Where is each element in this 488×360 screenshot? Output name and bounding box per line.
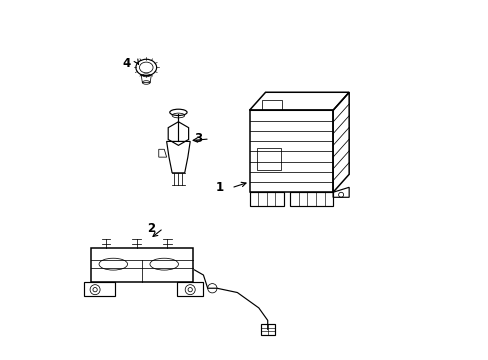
Text: 3: 3 xyxy=(193,132,202,145)
Text: 4: 4 xyxy=(122,57,130,71)
Text: 1: 1 xyxy=(215,181,223,194)
Text: 2: 2 xyxy=(147,222,155,235)
